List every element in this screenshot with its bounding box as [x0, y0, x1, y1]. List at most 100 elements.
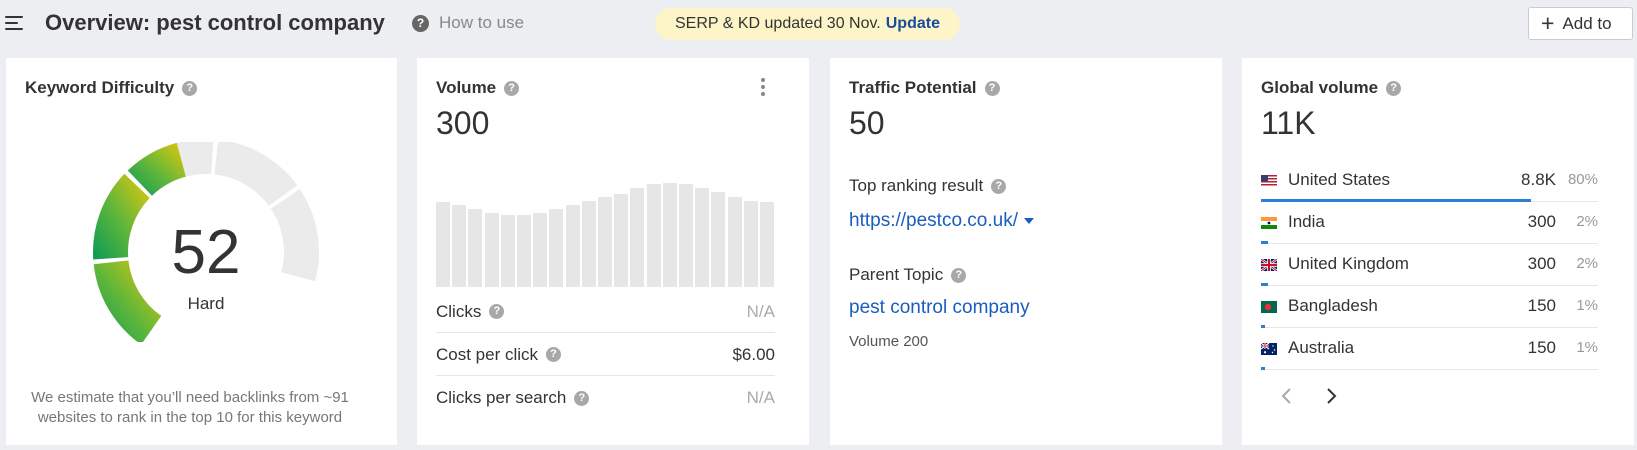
country-name: India [1288, 212, 1325, 231]
volume-trend-bar [614, 194, 629, 287]
prev-page-icon[interactable] [1277, 386, 1297, 406]
update-notice: SERP & KD updated 30 Nov. Update [655, 8, 960, 40]
country-volume: 300 [1527, 212, 1556, 231]
clicks-row: Clicks? N/A [436, 291, 775, 333]
traffic-title: Traffic Potential ? [849, 78, 1000, 98]
notice-text: SERP & KD updated 30 Nov. [675, 15, 881, 32]
volume-trend-bar [517, 215, 531, 287]
global-volume-card: Global volume ? 11K United States 8.8K 8… [1242, 58, 1634, 445]
volume-trend-bar [662, 183, 677, 287]
volume-trend-bar [484, 212, 499, 287]
gauge-segment [93, 173, 150, 260]
country-percent: 80% [1567, 171, 1598, 188]
kd-help-icon[interactable]: ? [182, 80, 198, 96]
parent-topic-label-text: Parent Topic [849, 265, 944, 284]
plus-icon: + [1541, 10, 1555, 36]
caret-down-icon[interactable] [1023, 217, 1034, 224]
volume-trend-bar [581, 200, 596, 287]
volume-trend-bar [760, 202, 774, 287]
parent-topic-help-icon[interactable]: ? [951, 267, 967, 283]
country-share-bar [1261, 199, 1531, 202]
country-row[interactable]: Bangladesh 150 1% [1261, 286, 1598, 328]
country-percent: 1% [1576, 297, 1598, 314]
country-share-bar [1261, 367, 1265, 370]
volume-trend-bar [727, 196, 742, 287]
country-row[interactable]: United States 8.8K 80% [1261, 160, 1598, 202]
volume-trend-bar [711, 192, 726, 287]
parent-topic-label: Parent Topic ? [849, 265, 967, 285]
australia-flag-icon [1261, 343, 1277, 355]
how-to-use-label: How to use [439, 13, 525, 32]
country-name: United Kingdom [1288, 254, 1409, 273]
clicks-per-search-row: Clicks per search? N/A [436, 377, 775, 419]
volume-trend-bar [468, 209, 483, 287]
country-volume: 150 [1527, 338, 1556, 357]
top-ranking-help-icon[interactable]: ? [991, 178, 1007, 194]
traffic-title-label: Traffic Potential [849, 78, 977, 97]
cpc-value: $6.00 [732, 344, 775, 364]
country-share-bar [1261, 241, 1268, 244]
country-name: United States [1288, 170, 1391, 189]
global-help-icon[interactable]: ? [1386, 80, 1402, 96]
page-title: Overview: pest control company [45, 10, 385, 35]
volume-trend-bar [743, 200, 758, 287]
gauge-segment-fill [127, 142, 186, 196]
help-icon: ? [412, 14, 429, 32]
gauge-segment [93, 260, 162, 342]
top-ranking-url: https://pestco.co.uk/ [849, 210, 1018, 231]
cps-help-icon[interactable]: ? [574, 390, 590, 406]
country-name: Bangladesh [1288, 296, 1378, 315]
gauge-segment [270, 189, 319, 282]
country-row[interactable]: India 300 2% [1261, 202, 1598, 244]
update-link[interactable]: Update [885, 15, 940, 32]
volume-help-icon[interactable]: ? [504, 80, 520, 96]
volume-trend-bar [533, 213, 548, 287]
kd-gauge: 52 Hard [93, 142, 319, 342]
top-ranking-url-link[interactable]: https://pestco.co.uk/ [849, 210, 1034, 232]
hamburger-menu-icon[interactable] [5, 14, 25, 32]
top-ranking-label: Top ranking result ? [849, 176, 1007, 196]
volume-title: Volume ? [436, 78, 520, 98]
country-percent: 2% [1576, 213, 1598, 230]
cpc-label: Cost per click [436, 344, 539, 364]
kd-title: Keyword Difficulty ? [25, 78, 198, 98]
volume-trend-bar [630, 188, 645, 287]
top-ranking-label-text: Top ranking result [849, 176, 984, 195]
keyword-difficulty-card: Keyword Difficulty ? 52 Hard We estimate… [6, 58, 397, 445]
country-volume: 300 [1527, 254, 1556, 273]
country-volume: 150 [1527, 296, 1556, 315]
volume-trend-bar [549, 209, 564, 287]
traffic-value: 50 [849, 105, 885, 141]
country-percent: 1% [1576, 339, 1598, 356]
volume-trend-bar [646, 183, 661, 287]
global-value: 11K [1261, 105, 1316, 141]
volume-value: 300 [436, 105, 490, 141]
volume-trend-bar [436, 202, 450, 287]
volume-card: Volume ? 300 Clicks? N/A Cost per click?… [417, 58, 809, 445]
country-name: Australia [1288, 338, 1355, 357]
gauge-segment [214, 142, 298, 206]
country-share-bar [1261, 325, 1265, 328]
cpc-help-icon[interactable]: ? [546, 347, 562, 362]
how-to-use-link[interactable]: ? How to use [412, 13, 524, 33]
country-row[interactable]: Australia 150 1% [1261, 328, 1598, 370]
cps-value: N/A [746, 388, 775, 407]
next-page-icon[interactable] [1321, 386, 1341, 406]
more-options-icon[interactable] [758, 78, 768, 98]
clicks-help-icon[interactable]: ? [489, 304, 505, 319]
country-volume: 8.8K [1521, 170, 1556, 189]
volume-trend-bar [565, 204, 580, 287]
us-flag-icon [1261, 175, 1277, 187]
traffic-help-icon[interactable]: ? [984, 80, 1000, 96]
top-bar: Overview: pest control company ? How to … [0, 0, 1637, 48]
country-row[interactable]: United Kingdom 300 2% [1261, 244, 1598, 286]
parent-topic-link[interactable]: pest control company [849, 297, 1030, 318]
global-title-label: Global volume [1261, 78, 1379, 97]
volume-trend-chart [436, 183, 776, 287]
country-percent: 2% [1576, 255, 1598, 272]
add-to-button[interactable]: + Add to [1528, 7, 1633, 40]
volume-trend-bar [500, 215, 515, 287]
cost-per-click-row: Cost per click? $6.00 [436, 334, 775, 376]
bangladesh-flag-icon [1261, 301, 1277, 313]
country-share-bar [1261, 283, 1268, 286]
